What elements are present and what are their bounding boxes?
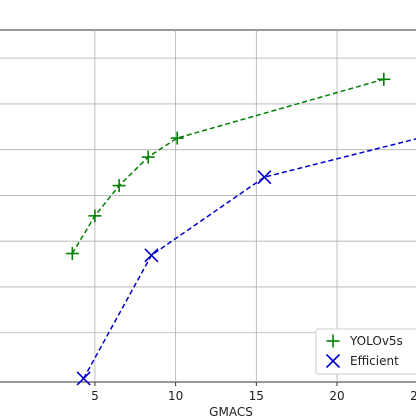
- x-tick-label: 5: [91, 389, 99, 403]
- legend-label: Efficient: [350, 354, 399, 368]
- data-point: [88, 209, 102, 223]
- x-tick-label: 25: [410, 389, 416, 403]
- data-point: [170, 131, 184, 145]
- legend-label: YOLOv5s: [349, 334, 403, 348]
- series-yolov5s: [65, 72, 391, 261]
- x-tick-label: 20: [329, 389, 344, 403]
- legend-marker: [325, 353, 341, 369]
- legend-entry: Efficient: [325, 353, 399, 369]
- legend-box: [315, 328, 416, 375]
- marker-stroke: [325, 353, 341, 369]
- marker-stroke: [76, 371, 91, 386]
- data-point: [144, 248, 159, 263]
- data-point: [65, 247, 79, 261]
- series-efficient: [76, 138, 416, 386]
- legend: YOLOv5s Efficient: [315, 328, 416, 375]
- legend-entry: YOLOv5s: [326, 334, 403, 348]
- x-axis: 5 10 15 20 25: [91, 382, 416, 403]
- marker-stroke: [257, 170, 272, 185]
- data-point: [76, 371, 91, 386]
- series-line: [71, 78, 385, 254]
- x-tick-label: 10: [168, 389, 183, 403]
- grid: [0, 30, 416, 382]
- data-point: [257, 170, 272, 185]
- data-point: [141, 150, 155, 164]
- series-layer: [65, 72, 416, 386]
- series-line: [82, 138, 416, 379]
- x-tick-label: 15: [249, 389, 264, 403]
- data-point: [377, 72, 391, 86]
- legend-marker: [326, 334, 340, 348]
- x-axis-label: GMACS: [209, 405, 253, 416]
- data-point: [112, 179, 126, 193]
- marker-stroke: [144, 248, 159, 263]
- plot-area: [0, 29, 416, 383]
